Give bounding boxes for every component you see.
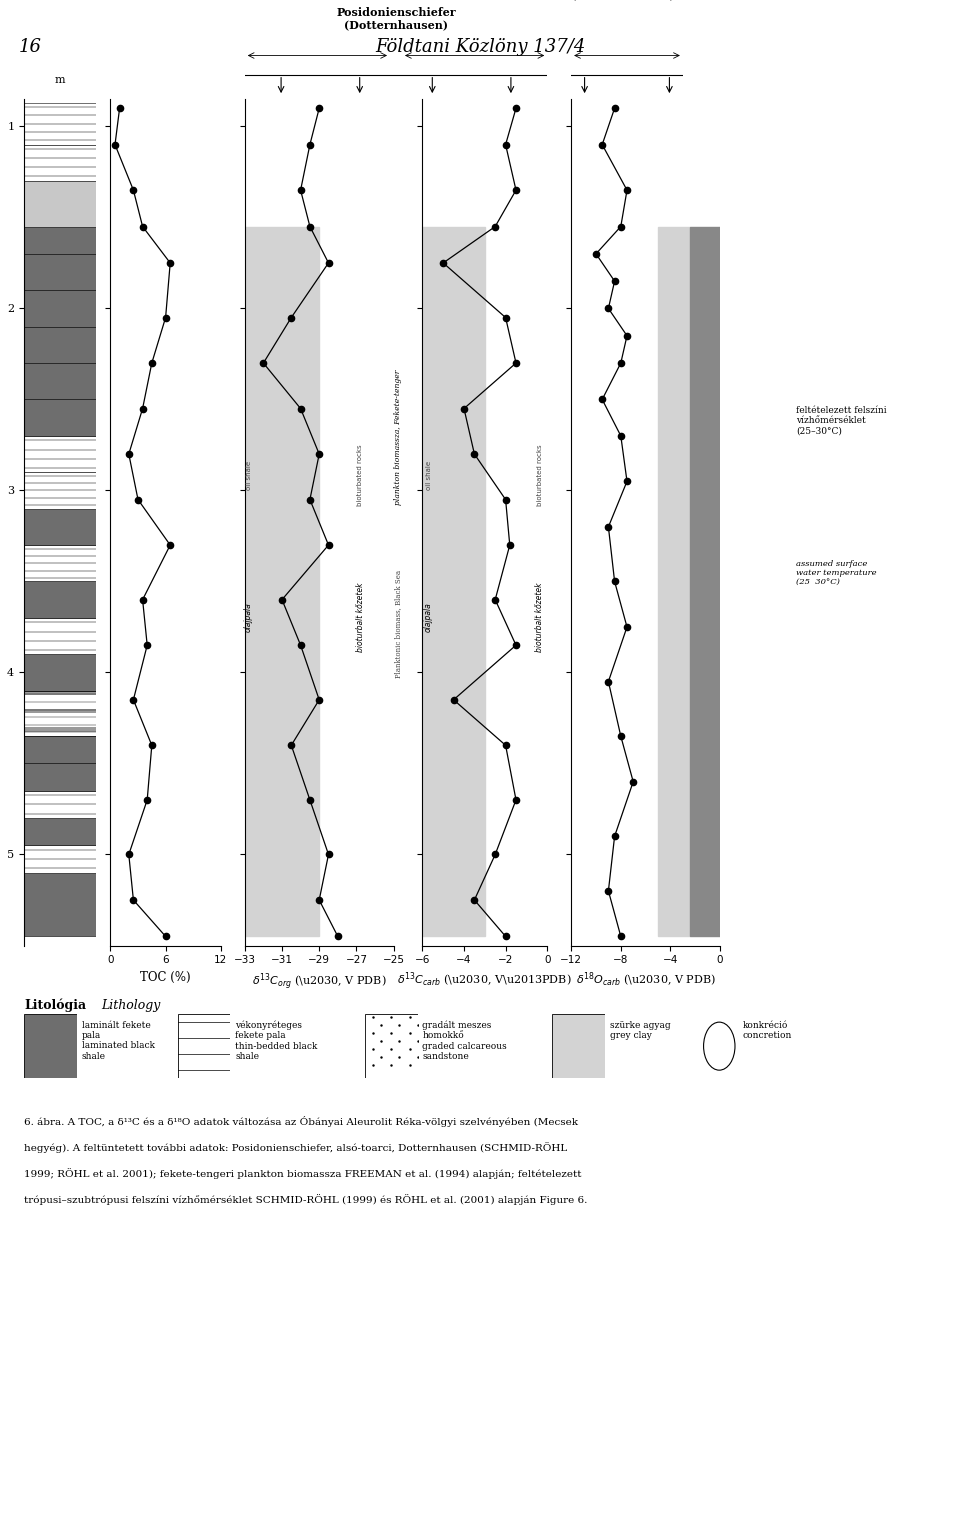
Text: konkréció
concretion: konkréció concretion (743, 1020, 792, 1040)
Bar (24, 473, 96, 509)
Text: 16: 16 (19, 38, 42, 56)
Bar (24, 709, 96, 714)
Bar (24, 727, 96, 732)
Bar (24, 691, 96, 695)
Bar (24, 400, 96, 436)
Text: szürke agyag
grey clay: szürke agyag grey clay (610, 1020, 670, 1040)
Text: bioturbalt kőzetek: bioturbalt kőzetek (536, 583, 544, 651)
Text: feltételezett felszíni
vízhőmérséklet
(25–30°C): feltételezett felszíni vízhőmérséklet (2… (796, 406, 886, 436)
X-axis label: $\delta^{13}C_{org}$ (\u2030, V PDB): $\delta^{13}C_{org}$ (\u2030, V PDB) (252, 971, 387, 991)
X-axis label: $\delta^{13}C_{carb}$ (\u2030, V\u2013PDB): $\delta^{13}C_{carb}$ (\u2030, V\u2013PD… (397, 971, 572, 990)
Bar (24, 436, 96, 473)
Bar (24, 145, 96, 181)
Text: Posidonienschiefer
(Dotternhausen): Posidonienschiefer (Dotternhausen) (336, 6, 456, 31)
Text: assumed surface
water temperature
(25  30°C): assumed surface water temperature (25 30… (796, 560, 876, 586)
Text: m: m (55, 75, 65, 84)
Bar (422, 227, 485, 936)
Text: hegyég). A feltüntetett további adatok: Posidonienschiefer, alsó-toarci, Dottern: hegyég). A feltüntetett további adatok: … (24, 1142, 567, 1153)
Text: olajpala: olajpala (244, 602, 253, 631)
Bar (24, 290, 96, 326)
Bar (24, 654, 96, 691)
Bar (24, 326, 96, 363)
Text: vékonyréteges
fekete pala
thin-bedded black
shale: vékonyréteges fekete pala thin-bedded bl… (235, 1020, 318, 1061)
Text: oil shale: oil shale (246, 461, 252, 490)
Text: Földtani Közlöny 137/4: Földtani Közlöny 137/4 (374, 38, 586, 56)
Text: Lithology: Lithology (101, 999, 160, 1013)
Text: bioturbalt kőzetek: bioturbalt kőzetek (355, 583, 365, 651)
Bar (24, 872, 96, 936)
Text: trópusi–szubtrópusi felszíni vízhőmérséklet SCHMID-RÖHL (1999) és RÖHL et al. (2: trópusi–szubtrópusi felszíni vízhőmérsék… (24, 1194, 588, 1205)
X-axis label: $\delta^{18}O_{carb}$ (\u2030, V PDB): $\delta^{18}O_{carb}$ (\u2030, V PDB) (576, 971, 715, 990)
Bar (690, 227, 720, 936)
Bar (24, 791, 96, 817)
Text: 1999; RÖHL et al. 2001); fekete-tengeri plankton biomassza FREEMAN et al. (1994): 1999; RÖHL et al. 2001); fekete-tengeri … (24, 1168, 582, 1179)
Text: plankton biomassza, Fekete-tenger: plankton biomassza, Fekete-tenger (395, 371, 402, 505)
Text: Litológia: Litológia (24, 999, 86, 1013)
Bar (24, 102, 96, 145)
X-axis label: TOC (%): TOC (%) (140, 971, 191, 984)
Text: bioturbated rocks: bioturbated rocks (357, 444, 363, 506)
Bar (658, 227, 690, 936)
Text: oil shale: oil shale (425, 461, 432, 490)
Bar (24, 845, 96, 872)
Text: olajpala: olajpala (424, 602, 433, 631)
Bar (24, 253, 96, 290)
Bar (24, 181, 96, 227)
Bar (24, 544, 96, 581)
Bar (24, 581, 96, 618)
Bar (24, 618, 96, 654)
Bar (24, 227, 96, 253)
Text: Planktonic biomass, Black Sea: Planktonic biomass, Black Sea (395, 570, 402, 679)
Bar (24, 363, 96, 400)
Bar (24, 817, 96, 845)
Bar (24, 764, 96, 791)
Bar (24, 737, 96, 764)
Bar (24, 691, 96, 737)
Bar (24, 691, 96, 737)
Bar (245, 227, 319, 936)
Bar (24, 509, 96, 544)
Ellipse shape (704, 1022, 735, 1071)
Text: gradált meszes
homokkő
graded calcareous
sandstone: gradált meszes homokkő graded calcareous… (422, 1020, 507, 1061)
Text: laminált fekete
pala
laminated black
shale: laminált fekete pala laminated black sha… (82, 1020, 155, 1061)
Text: bioturbated rocks: bioturbated rocks (537, 444, 543, 506)
Text: 6. ábra. A TOC, a δ¹³C és a δ¹⁸O adatok változása az Óbányai Aleurolit Réka-völg: 6. ábra. A TOC, a δ¹³C és a δ¹⁸O adatok … (24, 1116, 578, 1127)
